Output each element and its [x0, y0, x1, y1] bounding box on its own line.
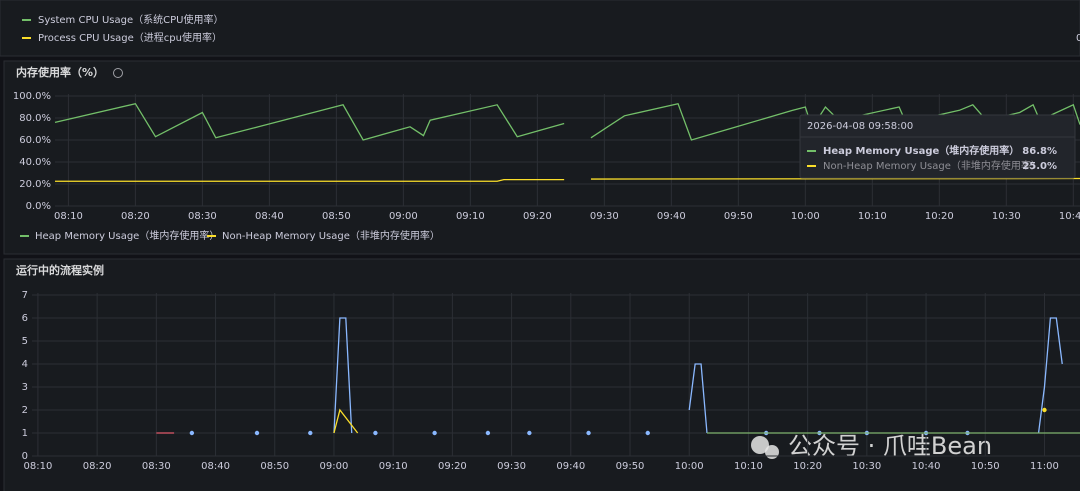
- y-tick-label: 1: [22, 428, 28, 439]
- x-tick-label: 09:20: [523, 211, 552, 222]
- x-tick-label: 09:10: [456, 211, 485, 222]
- data-point: [485, 430, 491, 436]
- x-tick-label: 10:40: [912, 461, 941, 472]
- x-tick-label: 09:10: [379, 461, 408, 472]
- tooltip-label: Non-Heap Memory Usage（非堆内存使用率）: [823, 159, 1041, 172]
- data-point: [1042, 407, 1047, 413]
- y-tick-label: 2: [22, 405, 28, 416]
- data-line: [688, 363, 708, 434]
- x-tick-label: 09:40: [657, 211, 686, 222]
- tooltip-label: Heap Memory Usage（堆内存使用率）: [823, 144, 1019, 157]
- tooltip: [799, 114, 1076, 179]
- data-point: [373, 430, 378, 436]
- x-tick-label: 11:00: [1030, 461, 1059, 472]
- x-tick-label: 08:50: [260, 461, 289, 472]
- x-tick-label: 10:20: [925, 211, 954, 222]
- y-tick-label: 0: [22, 451, 28, 462]
- y-tick-label: 5: [22, 336, 28, 347]
- data-point: [308, 430, 313, 436]
- data-point: [432, 430, 437, 436]
- x-tick-label: 08:20: [83, 461, 112, 472]
- data-line: [54, 102, 565, 141]
- data-point: [189, 430, 195, 436]
- wechat-icon: [765, 445, 779, 459]
- x-tick-label: 10:10: [734, 461, 763, 472]
- legend-label: Heap Memory Usage（堆内存使用率）: [35, 229, 219, 242]
- panel-title: 内存使用率（%）: [16, 65, 104, 79]
- x-tick-label: 10:40: [1059, 211, 1080, 222]
- x-tick-label: 09:50: [616, 461, 645, 472]
- x-tick-label: 09:40: [556, 461, 585, 472]
- watermark: 公众号 · 爪哇Bean: [751, 432, 992, 460]
- data-point: [645, 430, 650, 436]
- panel-title: 运行中的流程实例: [16, 263, 104, 277]
- x-tick-label: 09:20: [438, 461, 467, 472]
- x-tick-label: 08:30: [188, 211, 217, 222]
- data-line: [55, 178, 565, 182]
- data-line: [590, 102, 1080, 141]
- x-tick-label: 10:00: [675, 461, 704, 472]
- x-tick-label: 10:30: [852, 461, 881, 472]
- data-point: [527, 430, 532, 436]
- watermark-text: 公众号 · 爪哇Bean: [788, 432, 992, 460]
- x-tick-label: 08:40: [255, 211, 284, 222]
- x-tick-label: 10:10: [858, 211, 887, 222]
- y-tick-label: 80.0%: [19, 113, 51, 124]
- legend-label: System CPU Usage（系统CPU使用率）: [38, 13, 223, 26]
- tooltip-time: 2026-04-08 09:58:00: [807, 121, 913, 132]
- cpu-panel: [0, 0, 1080, 57]
- x-tick-label: 08:50: [322, 211, 351, 222]
- y-tick-label: 20.0%: [19, 179, 51, 190]
- data-point: [254, 430, 260, 436]
- x-tick-label: 08:30: [142, 461, 171, 472]
- x-tick-label: 10:50: [971, 461, 1000, 472]
- y-tick-label: 60.0%: [19, 135, 51, 146]
- tooltip-value: 25.0%: [1022, 161, 1057, 172]
- wechat-icon: [751, 436, 769, 454]
- info-icon[interactable]: [113, 68, 123, 78]
- x-tick-label: 08:40: [201, 461, 230, 472]
- tooltip-value: 86.8%: [1022, 146, 1057, 157]
- y-tick-label: 40.0%: [19, 157, 51, 168]
- x-tick-label: 08:10: [24, 461, 53, 472]
- y-tick-label: 4: [22, 359, 28, 370]
- process-panel: [3, 258, 1080, 491]
- x-tick-label: 09:50: [724, 211, 753, 222]
- y-tick-label: 7: [22, 290, 28, 301]
- data-line: [1037, 317, 1063, 434]
- x-tick-label: 08:10: [54, 211, 83, 222]
- legend-label: Non-Heap Memory Usage（非堆内存使用率）: [222, 229, 440, 242]
- legend-label: Process CPU Usage（进程cpu使用率）: [38, 31, 222, 44]
- x-tick-label: 10:20: [793, 461, 822, 472]
- x-tick-label: 10:30: [992, 211, 1021, 222]
- x-tick-label: 09:00: [320, 461, 349, 472]
- y-tick-label: 0.0%: [26, 201, 51, 212]
- y-tick-label: 3: [22, 382, 28, 393]
- x-tick-label: 09:00: [389, 211, 418, 222]
- y-tick-label: 6: [22, 313, 28, 324]
- y-tick-label: 100.0%: [13, 91, 51, 102]
- data-line: [333, 408, 359, 434]
- x-tick-label: 10:00: [791, 211, 820, 222]
- x-tick-label: 08:20: [121, 211, 150, 222]
- cut-value: 0: [1076, 33, 1080, 44]
- x-tick-label: 09:30: [590, 211, 619, 222]
- data-point: [586, 430, 591, 436]
- data-line: [333, 317, 353, 434]
- x-tick-label: 09:30: [497, 461, 526, 472]
- data-line: [590, 177, 1080, 180]
